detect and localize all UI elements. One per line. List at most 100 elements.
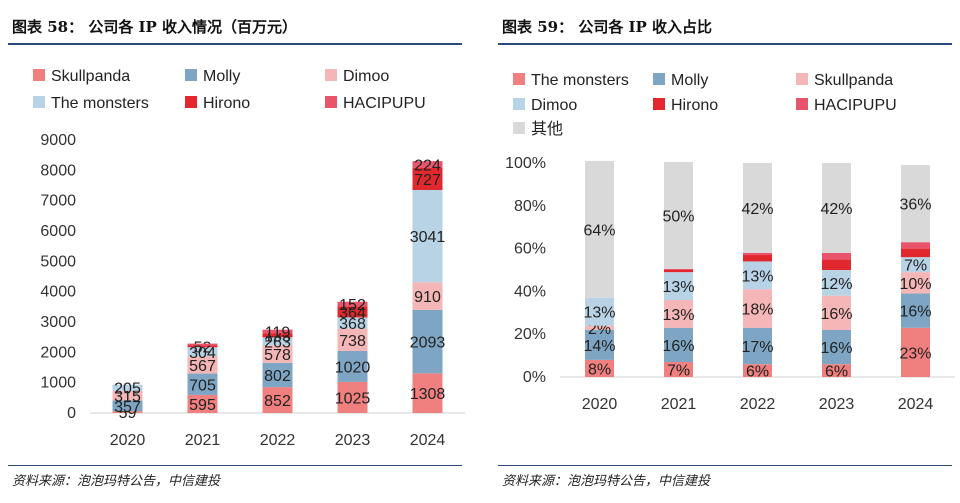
data-label: 16% [899, 304, 931, 321]
title-divider [8, 43, 462, 45]
data-label: 6% [746, 364, 769, 381]
bar-segment [585, 325, 614, 330]
data-label: 802 [264, 368, 291, 385]
x-tick-label: 2024 [898, 396, 934, 413]
data-label: 16% [820, 306, 852, 323]
legend-label: HACIPUPU [814, 97, 897, 114]
bar-segment [262, 329, 293, 334]
data-label: 16% [662, 338, 694, 355]
data-label: 13% [741, 268, 773, 285]
bar-segment [664, 299, 693, 328]
data-label: 50% [662, 208, 694, 225]
y-tick-label: 5000 [40, 253, 76, 270]
data-label: 13% [583, 305, 615, 322]
bar-segment [743, 327, 772, 365]
legend-swatch [796, 73, 808, 85]
y-tick-label: 6000 [40, 223, 76, 240]
bar-segment [412, 309, 443, 374]
data-label: 205 [114, 381, 141, 398]
bar-segment [822, 259, 851, 270]
bar-segment [901, 242, 930, 249]
bar-segment [664, 161, 693, 269]
bar-segment [743, 163, 772, 253]
chart-title: 图表 59： 公司各 IP 收入占比 [502, 18, 713, 36]
bar-segment [901, 257, 930, 273]
source-note: 资料来源：泡泡玛特公告，中信建投 [12, 474, 221, 489]
bar-segment [187, 373, 218, 395]
revenue-stacked-bar-chart: 0 1000 2000 3000 4000 5000 6000 7000 8000 9000 202… [33, 68, 465, 449]
data-label: 64% [583, 222, 615, 239]
legend-label: Molly [203, 68, 240, 85]
data-label: 578 [264, 347, 291, 364]
footer-divider [8, 465, 462, 466]
data-label: 705 [189, 377, 216, 394]
data-label: 7% [667, 363, 690, 380]
data-label: 1308 [410, 386, 446, 403]
data-label: 1020 [335, 359, 371, 376]
chart-panel-ip-share: 图表 59： 公司各 IP 收入占比 0% 20% 40% 60% 80% 100% 202… [490, 0, 960, 503]
legend-swatch [185, 96, 197, 108]
bar-segment [187, 345, 218, 348]
bar-segment [187, 394, 218, 413]
bar-segment [822, 270, 851, 296]
title-divider [498, 43, 952, 45]
data-label: 13% [662, 307, 694, 324]
x-tick-label: 2022 [740, 396, 776, 413]
bar-segment [664, 362, 693, 377]
bar-segment [664, 327, 693, 363]
y-tick-label: 0 [67, 405, 76, 422]
y-tick-label: 100% [505, 155, 546, 172]
y-tick-label: 8000 [40, 162, 76, 179]
x-tick-label: 2022 [260, 432, 296, 449]
bar-segment [262, 387, 293, 413]
legend-label: Hirono [671, 97, 718, 114]
y-tick-label: 0% [523, 369, 546, 386]
data-label: 3041 [410, 229, 446, 246]
share-stacked-bar-chart: 0% 20% 40% 60% 80% 100% 2020 2021 2022 2023 2024 8%… [505, 72, 955, 413]
x-tick-label: 2021 [185, 432, 221, 449]
x-tick-label: 2023 [335, 432, 371, 449]
legend-label: Dimoo [531, 97, 577, 114]
data-label: 42% [820, 201, 852, 218]
legend-swatch [513, 73, 525, 85]
data-label: 12% [820, 276, 852, 293]
data-label: 13% [662, 279, 694, 296]
bar-segment [337, 306, 368, 318]
bar-segment [743, 289, 772, 328]
bar-segment [337, 328, 368, 351]
bar-segment [112, 384, 143, 391]
data-label: 14% [583, 338, 615, 355]
data-label: 263 [264, 334, 291, 351]
bar-segment [585, 160, 614, 298]
bar-segment [822, 295, 851, 330]
bar-segment [822, 364, 851, 377]
bar-segment [337, 381, 368, 413]
bar-segment [901, 293, 930, 328]
bar-segment [187, 356, 218, 374]
bar-segment [664, 268, 693, 270]
bar-segment [412, 373, 443, 413]
source-note: 资料来源：泡泡玛特公告，中信建投 [502, 474, 711, 489]
bar-segment [412, 167, 443, 190]
legend-swatch [513, 98, 525, 110]
bar-segment [412, 282, 443, 310]
y-tick-label: 3000 [40, 314, 76, 331]
data-label: 17% [741, 339, 773, 356]
legend-label: Hirono [203, 95, 250, 112]
data-label: 315 [114, 389, 141, 406]
legend-swatch [33, 69, 45, 81]
y-tick-label: 1000 [40, 375, 76, 392]
legend-label: 其他 [531, 120, 563, 138]
legend-swatch [796, 98, 808, 110]
y-tick-label: 2000 [40, 344, 76, 361]
data-label: 368 [339, 316, 366, 333]
bar-segment [901, 165, 930, 243]
bar-segment [585, 297, 614, 326]
bar-segment [112, 400, 143, 412]
bar-segment [337, 317, 368, 329]
data-label: 304 [189, 345, 216, 362]
bar-segment [187, 343, 218, 346]
bar-segment [743, 364, 772, 377]
legend-label: HACIPUPU [343, 95, 426, 112]
bar-segment [585, 359, 614, 377]
